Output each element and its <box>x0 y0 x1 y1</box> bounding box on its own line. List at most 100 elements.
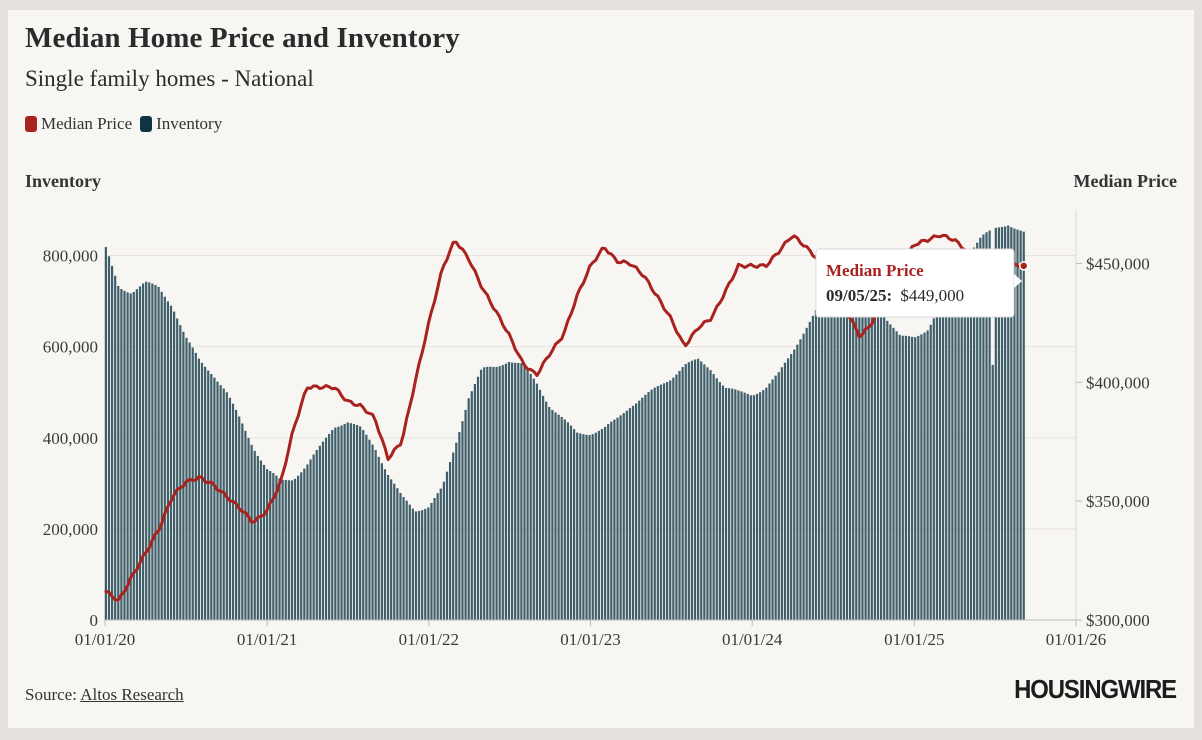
inventory-bar <box>597 430 601 620</box>
inventory-bar <box>954 275 957 620</box>
chart-plot[interactable]: 0 200,000 400,000 600,000 800,000 $300,000 $35… <box>8 10 1194 670</box>
inventory-bar <box>380 463 383 620</box>
inventory-bar <box>352 423 356 620</box>
inventory-bar <box>743 392 746 620</box>
inventory-bar <box>439 488 442 620</box>
inventory-bar <box>650 389 653 620</box>
inventory-bar <box>495 366 498 620</box>
inventory-bar <box>445 471 449 620</box>
right-tick-label: $350,000 <box>1086 492 1150 511</box>
inventory-bar <box>579 433 582 620</box>
inventory-bar <box>328 433 331 620</box>
inventory-bar <box>337 426 340 620</box>
inventory-bar <box>991 364 994 620</box>
inventory-bar <box>331 430 334 620</box>
inventory-bar <box>284 479 287 620</box>
inventory-bar <box>883 317 886 620</box>
inventory-bar <box>817 304 821 620</box>
inventory-bar <box>120 289 123 620</box>
inventory-bar <box>821 300 824 620</box>
inventory-bar <box>672 377 675 620</box>
inventory-bar <box>957 271 960 620</box>
inventory-bar <box>973 247 976 620</box>
inventory-bar <box>362 430 365 620</box>
inventory-bar <box>529 373 532 620</box>
inventory-bar <box>941 298 945 620</box>
inventory-bar <box>197 358 201 620</box>
inventory-bar <box>510 362 514 620</box>
inventory-bar <box>551 409 554 620</box>
inventory-bar <box>306 464 309 620</box>
inventory-bar <box>600 428 604 620</box>
inventory-bar <box>631 405 635 620</box>
inventory-bar <box>771 379 774 620</box>
inventory-bar <box>659 384 663 620</box>
inventory-bar <box>148 282 151 620</box>
inventory-bar <box>179 325 182 620</box>
inventory-bar <box>349 423 352 620</box>
inventory-bar <box>390 479 393 620</box>
inventory-bar <box>340 425 343 620</box>
inventory-bar <box>436 493 439 620</box>
inventory-bar <box>774 375 777 620</box>
x-tick-label: 01/01/20 <box>75 630 135 649</box>
inventory-bar <box>222 388 225 620</box>
inventory-bar <box>501 365 504 620</box>
legend: Median Price Inventory <box>25 114 230 134</box>
inventory-bars <box>104 225 1025 621</box>
inventory-bar <box>185 337 188 620</box>
legend-item-inventory[interactable]: Inventory <box>140 114 222 134</box>
inventory-bar <box>914 337 917 620</box>
inventory-bar <box>210 374 213 620</box>
inventory-bar <box>1007 225 1010 621</box>
inventory-bar <box>414 511 418 620</box>
inventory-bar <box>541 395 545 620</box>
inventory-bar <box>898 334 901 620</box>
inventory-bar <box>669 380 672 620</box>
inventory-bar <box>281 479 284 620</box>
inventory-bar <box>662 383 666 620</box>
x-tick-label: 01/01/25 <box>884 630 944 649</box>
inventory-bar <box>610 421 613 620</box>
inventory-bar <box>929 324 932 620</box>
inventory-bar <box>393 483 396 620</box>
inventory-bar <box>873 303 876 620</box>
inventory-bar <box>1010 227 1013 620</box>
inventory-bar <box>569 425 573 620</box>
source-link[interactable]: Altos Research <box>80 685 184 704</box>
inventory-bar <box>225 392 228 620</box>
inventory-bar <box>802 333 805 620</box>
inventory-bar <box>560 416 563 620</box>
source-note: Source: Altos Research <box>25 685 184 705</box>
inventory-bar <box>811 315 814 620</box>
inventory-bar <box>746 393 749 620</box>
inventory-bar <box>517 362 520 620</box>
inventory-bar <box>374 450 377 620</box>
inventory-bar <box>867 295 870 620</box>
inventory-bar <box>749 395 752 620</box>
inventory-bar <box>870 299 873 620</box>
inventory-bar <box>945 292 948 620</box>
inventory-bar <box>269 471 272 620</box>
inventory-bar <box>734 389 737 620</box>
inventory-bar <box>169 305 173 620</box>
inventory-bar <box>365 434 368 620</box>
x-tick-label: 01/01/23 <box>560 630 620 649</box>
inventory-bar <box>572 429 576 620</box>
inventory-bar <box>616 417 619 620</box>
inventory-bar <box>176 318 179 620</box>
inventory-bar <box>876 308 880 620</box>
legend-item-median-price[interactable]: Median Price <box>25 114 132 134</box>
inventory-bar <box>1019 230 1022 620</box>
inventory-bar <box>566 422 570 620</box>
inventory-bar <box>932 318 935 620</box>
left-tick-label: 200,000 <box>43 520 98 539</box>
inventory-bar <box>405 500 408 620</box>
inventory-bar <box>312 454 315 620</box>
inventory-bar <box>467 398 470 620</box>
inventory-bar <box>241 423 244 620</box>
inventory-bar <box>836 286 839 620</box>
inventory-bar <box>188 342 191 620</box>
inventory-bar <box>805 327 808 620</box>
inventory-bar <box>430 502 433 620</box>
